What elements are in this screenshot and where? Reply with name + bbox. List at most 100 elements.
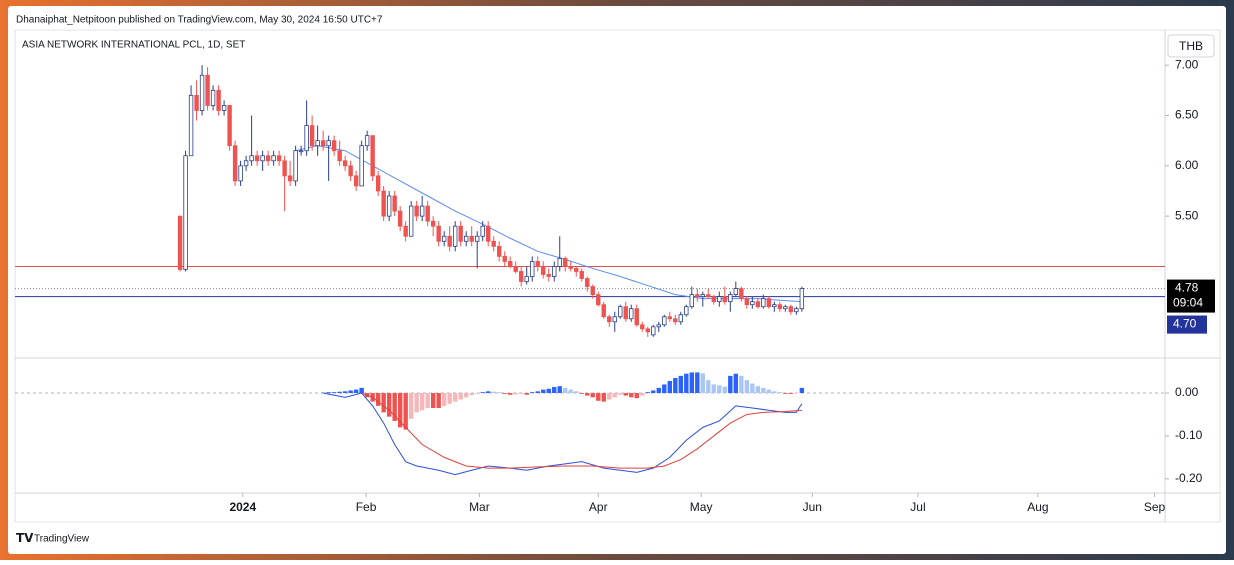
y-tick-label: -0.10 bbox=[1175, 428, 1203, 442]
candle-body bbox=[590, 286, 595, 296]
histogram-bar bbox=[375, 393, 381, 406]
candle-body bbox=[227, 105, 232, 147]
histogram-bar bbox=[667, 381, 672, 394]
candle-body bbox=[557, 257, 562, 267]
candle-body bbox=[304, 125, 309, 152]
candle-body bbox=[397, 210, 403, 227]
candle-body bbox=[689, 294, 694, 308]
candle-body bbox=[502, 255, 507, 262]
candle-body bbox=[623, 306, 628, 320]
histogram-bar bbox=[419, 393, 425, 411]
candle-body bbox=[408, 205, 414, 237]
candle-body bbox=[568, 266, 573, 269]
histogram-bar bbox=[353, 389, 359, 394]
histogram-bar bbox=[491, 391, 496, 394]
histogram-bar bbox=[783, 393, 788, 394]
candle-body bbox=[254, 155, 260, 162]
candle-body bbox=[486, 225, 491, 242]
candle-body bbox=[574, 268, 579, 272]
candle-body bbox=[386, 195, 392, 217]
histogram-bar bbox=[684, 373, 689, 394]
histogram-bar bbox=[359, 387, 364, 394]
x-tick-label: Sep bbox=[1144, 500, 1166, 514]
histogram-bar bbox=[425, 393, 430, 409]
candle-body bbox=[210, 89, 216, 106]
histogram-bar bbox=[656, 387, 661, 394]
chart-title: ASIA NETWORK INTERNATIONAL PCL, 1D, SET bbox=[22, 40, 245, 51]
histogram-bar bbox=[546, 388, 551, 394]
candle-body bbox=[188, 94, 194, 157]
candle-body bbox=[430, 220, 436, 227]
candle-body bbox=[375, 175, 381, 192]
histogram-bar bbox=[794, 393, 799, 394]
candle-body bbox=[711, 296, 717, 303]
histogram-bar bbox=[629, 393, 634, 398]
candle-body bbox=[265, 155, 271, 162]
candle-body bbox=[552, 266, 557, 277]
histogram-bar bbox=[574, 391, 579, 394]
histogram-bar bbox=[331, 392, 337, 394]
candle-body bbox=[491, 240, 496, 247]
candle-body bbox=[695, 294, 700, 298]
candle-body bbox=[607, 316, 612, 323]
histogram-bar bbox=[381, 393, 386, 413]
histogram-bar bbox=[612, 393, 617, 398]
candle-body bbox=[601, 304, 606, 318]
candle-body bbox=[216, 89, 221, 111]
candle-body bbox=[700, 294, 705, 298]
histogram-bar bbox=[750, 383, 755, 394]
candle-body bbox=[717, 296, 722, 303]
histogram-bar bbox=[733, 373, 739, 394]
candle-body bbox=[436, 225, 441, 242]
currency[interactable]: THB bbox=[1179, 39, 1203, 53]
candle-body bbox=[513, 266, 518, 272]
histogram-bar bbox=[634, 393, 639, 399]
y-tick-label: 6.50 bbox=[1175, 108, 1199, 122]
candle-body bbox=[744, 298, 750, 306]
candle-body bbox=[342, 160, 348, 167]
brand-logo: 𝗧𝗩 bbox=[16, 531, 34, 545]
histogram-bar bbox=[607, 393, 612, 400]
currency-button[interactable] bbox=[1167, 34, 1215, 58]
histogram-bar bbox=[524, 393, 529, 395]
histogram-bar bbox=[326, 392, 331, 394]
histogram-bar bbox=[706, 380, 711, 394]
candle-body bbox=[403, 225, 408, 237]
candle-body bbox=[370, 135, 375, 177]
histogram-bar bbox=[739, 375, 744, 394]
last-price-box bbox=[1167, 279, 1215, 313]
candle-body bbox=[656, 324, 661, 328]
x-tick-label: Apr bbox=[589, 500, 608, 514]
histogram-bar bbox=[673, 378, 678, 394]
candle-body bbox=[799, 288, 805, 310]
histogram-bar bbox=[678, 375, 683, 394]
candle-body bbox=[452, 225, 458, 247]
histogram-bar bbox=[579, 393, 584, 394]
candle-body bbox=[629, 308, 634, 320]
candle-body bbox=[788, 306, 794, 313]
histogram-bar bbox=[601, 393, 606, 402]
macd-line bbox=[361, 392, 802, 469]
candle-body bbox=[243, 160, 249, 167]
histogram-bar bbox=[766, 389, 772, 394]
candle-body bbox=[353, 175, 359, 187]
histogram-bar bbox=[430, 393, 436, 409]
candle-body bbox=[783, 306, 788, 310]
histogram-bar bbox=[761, 387, 766, 394]
candle-body bbox=[596, 294, 601, 306]
candle-body bbox=[359, 145, 364, 187]
candle-body bbox=[634, 308, 639, 326]
histogram-bar bbox=[689, 372, 694, 394]
candle-body bbox=[315, 140, 320, 147]
candle-body bbox=[618, 306, 623, 318]
candle-body bbox=[320, 140, 326, 147]
histogram-bar bbox=[447, 393, 452, 404]
candle-body bbox=[441, 235, 447, 242]
candle-body bbox=[419, 205, 425, 217]
candle-body bbox=[463, 235, 469, 242]
histogram-bar bbox=[502, 393, 507, 394]
histogram-bar bbox=[695, 372, 700, 394]
candle-body bbox=[271, 155, 276, 162]
candle-body bbox=[392, 195, 397, 212]
